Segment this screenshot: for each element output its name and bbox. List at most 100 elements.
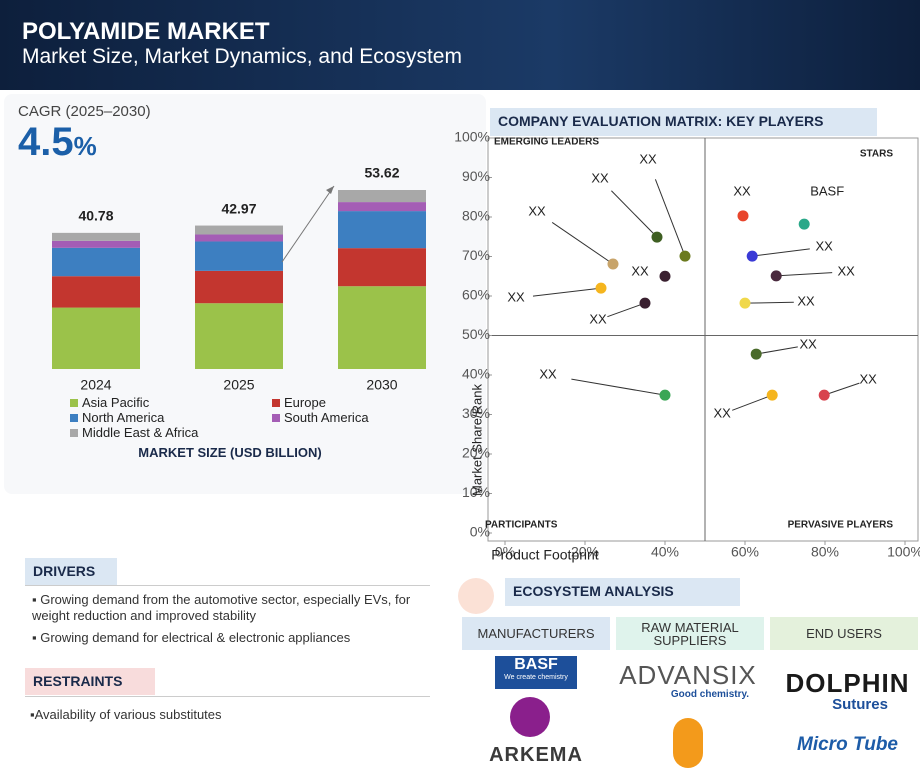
total-label: 42.97 <box>221 200 256 216</box>
legend-label: South America <box>284 410 369 425</box>
y-tick-label: 100% <box>454 129 490 145</box>
legend-swatch <box>70 398 78 407</box>
legend-swatch <box>272 413 280 422</box>
y-axis-label: Market Share/Rank <box>469 384 484 496</box>
company-point <box>750 348 762 360</box>
point-label: XX <box>714 406 732 421</box>
legend-label: Middle East & Africa <box>82 425 199 440</box>
restraint: ▪Availability of various substitutes <box>30 707 222 722</box>
x-axis-label: MARKET SIZE (USD BILLION) <box>138 445 322 460</box>
point-label: BASF <box>810 184 844 199</box>
bar-segment <box>195 225 283 235</box>
logo-microtube: Micro Tube <box>797 734 898 755</box>
point-label: XX <box>589 312 607 327</box>
legend-item: Asia Pacific <box>70 395 149 410</box>
total-label: 40.78 <box>78 208 113 224</box>
leader-line <box>532 287 602 297</box>
y-tick-label: 0% <box>470 524 490 540</box>
leader-line <box>732 394 773 411</box>
legend-swatch <box>70 413 78 422</box>
point-label: XX <box>860 372 878 387</box>
x-axis-label: Product Footprint <box>491 547 598 563</box>
y-tick-label: 30% <box>462 405 490 421</box>
point-label: XX <box>507 290 525 305</box>
logo-gujarat <box>673 718 703 768</box>
legend-item: South America <box>272 410 369 425</box>
point-label: XX <box>800 337 818 352</box>
legend-label: North America <box>82 410 165 425</box>
bar-segment <box>338 190 426 203</box>
driver-text: Growing demand from the automotive secto… <box>32 592 411 623</box>
subtitle: Market Size, Market Dynamics, and Ecosys… <box>22 45 462 68</box>
legend-swatch <box>70 428 78 437</box>
leader-line <box>571 378 666 396</box>
leader-line <box>607 302 646 318</box>
column-header: MANUFACTURERS <box>462 617 610 650</box>
point-label: XX <box>838 263 856 278</box>
total-label: 53.62 <box>364 165 399 181</box>
bar-segment <box>52 232 140 241</box>
point-label: XX <box>639 152 657 167</box>
logo-tagline: Sutures <box>832 696 888 713</box>
leader-line <box>824 382 860 396</box>
legend-item: North America <box>70 410 164 425</box>
leader-line <box>776 272 833 277</box>
company-point <box>798 218 810 230</box>
legend-swatch <box>272 398 280 407</box>
ecosystem-title: ECOSYSTEM ANALYSIS <box>505 578 740 606</box>
logo-tagline: We create chemistry <box>504 674 568 681</box>
company-point <box>659 270 671 282</box>
point-label: XX <box>539 367 557 382</box>
column-header: END USERS <box>770 617 918 650</box>
leader-line <box>744 301 794 304</box>
logo-arkema: ARKEMA <box>489 744 583 766</box>
divider <box>25 585 430 586</box>
company-point <box>737 210 749 222</box>
drivers-list: ▪ Growing demand from the automotive sec… <box>32 592 427 652</box>
bar-segment <box>338 248 426 287</box>
y-tick-label: 80% <box>462 208 490 224</box>
y-tick-label: 40% <box>462 366 490 382</box>
leader-line <box>654 179 686 257</box>
bar-segment <box>52 247 140 277</box>
company-point <box>818 389 830 401</box>
company-point <box>659 389 671 401</box>
y-tick-label: 90% <box>462 168 490 184</box>
y-tick-label: 50% <box>462 326 490 342</box>
bar-segment <box>195 303 283 369</box>
driver: ▪ Growing demand for electrical & electr… <box>32 630 351 645</box>
logo-arkema-icon <box>510 697 550 737</box>
x-tick-label: 100% <box>887 544 920 560</box>
logo-advansix: ADVANSIX <box>619 660 757 690</box>
x-tick-label: 20% <box>571 544 599 560</box>
legend-item: Middle East & Africa <box>70 425 198 440</box>
y-tick-label: 60% <box>462 287 490 303</box>
company-point <box>746 250 758 262</box>
point-label: XX <box>631 264 649 279</box>
x-tick-label: 2025 <box>223 377 254 393</box>
restraints-title: RESTRAINTS <box>25 668 155 695</box>
bar-segment <box>52 276 140 308</box>
logo-text: BASF <box>514 656 558 673</box>
leader-line <box>756 346 798 355</box>
arrow-head <box>326 186 334 194</box>
quadrant-label: EMERGING LEADERS <box>494 137 599 148</box>
company-point <box>766 389 778 401</box>
drivers-title: DRIVERS <box>25 558 117 585</box>
cagr-unit: % <box>73 131 97 161</box>
legend-label: Europe <box>284 395 326 410</box>
growth-arrow <box>281 185 335 263</box>
legend-item: Europe <box>272 395 326 410</box>
leader-line <box>551 221 614 265</box>
matrix-title: COMPANY EVALUATION MATRIX: KEY PLAYERS <box>490 108 877 136</box>
column-header: RAW MATERIAL SUPPLIERS <box>616 617 764 650</box>
bar-segment <box>338 202 426 212</box>
y-tick-label: 20% <box>462 445 490 461</box>
bar-segment <box>338 286 426 369</box>
x-tick-label: 2024 <box>80 377 111 393</box>
company-point <box>607 258 619 270</box>
company-point <box>770 270 782 282</box>
ecosystem-icon <box>458 578 494 614</box>
leader-line <box>611 190 658 238</box>
x-tick-label: 80% <box>811 544 839 560</box>
